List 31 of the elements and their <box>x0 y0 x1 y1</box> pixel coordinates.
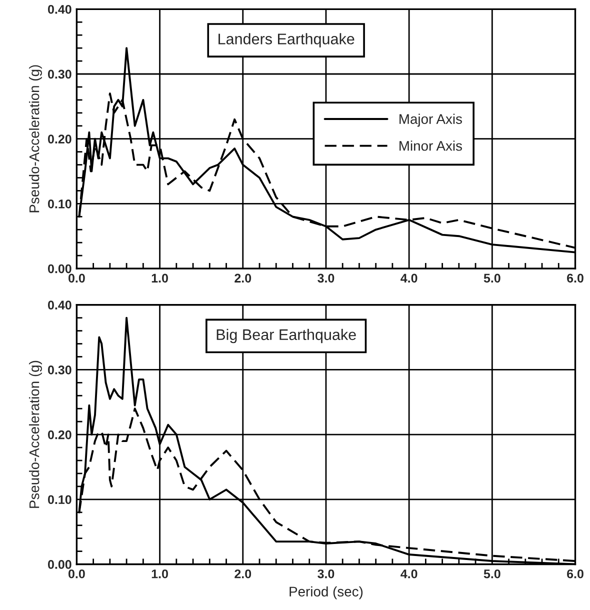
x-tick-label: 6.0 <box>567 274 584 283</box>
y-tick-label: 0.20 <box>48 134 72 144</box>
text: Landers Earthquake <box>218 33 354 48</box>
y-tick-label: 0.40 <box>48 4 72 14</box>
y-tick-label: 0.40 <box>48 300 72 310</box>
x-tick-label: 0.0 <box>68 274 85 283</box>
x-tick-label: 5.0 <box>484 274 500 283</box>
y-tick-label: 0.30 <box>48 366 72 374</box>
y-tick-label: 0.10 <box>48 495 72 504</box>
y-tick-label: 0.20 <box>48 430 72 440</box>
y-tick-label: 0.10 <box>48 199 72 208</box>
x-tick-label: 2.0 <box>234 274 252 283</box>
x-tick-label: 4.0 <box>400 274 418 283</box>
y-tick-label: 0.30 <box>48 70 72 79</box>
x-axis-title: Period (sec) <box>290 586 363 600</box>
y-axis-title: Pseudo-Acceleration (g) <box>29 65 42 212</box>
text: Big Bear Earthquake <box>216 328 356 344</box>
x-tick-label: 1.0 <box>152 274 168 283</box>
legend-label: Minor Axis <box>400 140 462 151</box>
x-tick-label: 6.0 <box>567 569 584 578</box>
x-tick-label: 5.0 <box>484 569 500 578</box>
x-tick-label: 2.0 <box>234 569 252 578</box>
y-axis-title: Pseudo-Acceleration (g) <box>29 360 42 508</box>
x-tick-label: 1.0 <box>152 569 168 578</box>
x-tick-label: 3.0 <box>318 569 334 578</box>
legend-label: Major Axis <box>400 114 462 127</box>
x-tick-label: 4.0 <box>400 569 418 578</box>
y-tick-label: 0.00 <box>48 560 72 569</box>
x-tick-label: 0.0 <box>68 569 85 578</box>
y-tick-label: 0.00 <box>48 264 72 274</box>
x-tick-label: 3.0 <box>318 274 334 283</box>
